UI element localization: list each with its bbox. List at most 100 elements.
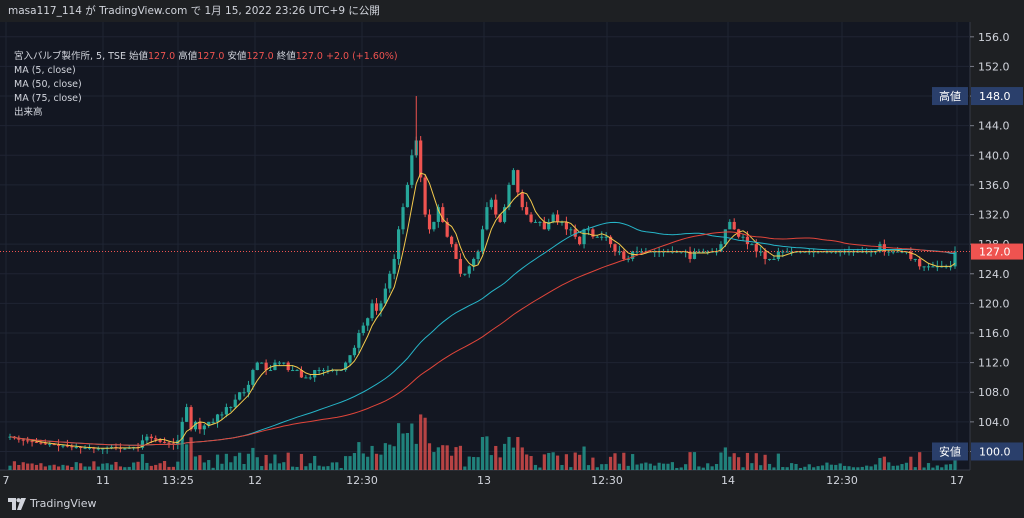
high-marker-label: 高値 — [939, 89, 961, 103]
volume-bar — [207, 460, 211, 470]
candle-body — [790, 251, 794, 253]
tradingview-logo[interactable]: TradingView — [8, 497, 96, 510]
volume-bar — [361, 453, 365, 470]
volume-bar — [653, 465, 657, 470]
candle-body — [189, 407, 193, 430]
volume-bar — [750, 463, 754, 470]
volume-bar — [675, 467, 679, 470]
candle-body — [449, 236, 454, 245]
legend-close-value: 127.0 — [295, 51, 323, 62]
candle-body — [445, 221, 449, 237]
candle-body — [631, 251, 635, 259]
candle-body — [313, 370, 317, 378]
volume-bar — [785, 467, 789, 470]
volume-bar — [189, 437, 193, 470]
candle-body — [140, 440, 145, 448]
y-tick-label: 124.0 — [978, 268, 1010, 281]
volume-bar — [39, 463, 43, 470]
candle-body — [551, 214, 555, 222]
volume-bar — [891, 465, 895, 470]
volume-bar — [242, 464, 246, 470]
candle-body — [476, 251, 480, 259]
candle-body — [564, 221, 569, 230]
volume-bar — [582, 446, 586, 470]
legend-ma50[interactable]: MA (50, close) — [14, 79, 82, 90]
y-tick-label: 152.0 — [978, 60, 1010, 73]
y-tick-label: 120.0 — [978, 297, 1010, 310]
candle-body — [268, 370, 273, 372]
volume-bar — [626, 465, 630, 470]
candle-body — [511, 170, 516, 185]
volume-bar — [255, 457, 259, 470]
volume-bar — [392, 446, 396, 470]
volume-bar — [873, 464, 878, 470]
volume-bar — [454, 447, 458, 470]
volume-bar — [405, 432, 410, 470]
volume-bar — [657, 462, 661, 470]
volume-bar — [211, 467, 215, 470]
volume-bar — [436, 447, 440, 470]
volume-bar — [176, 461, 180, 470]
candle-body — [767, 258, 772, 260]
volume-bar — [180, 439, 184, 470]
candle-body — [723, 229, 727, 245]
y-tick-label: 108.0 — [978, 386, 1010, 399]
candle-body — [547, 221, 551, 230]
candle-body — [264, 362, 268, 371]
candle-body — [158, 439, 162, 442]
candle-body — [299, 370, 304, 378]
candle-body — [533, 221, 538, 223]
candle-body — [701, 251, 705, 253]
volume-bar — [856, 467, 860, 470]
volume-bar — [843, 465, 847, 470]
ma5-line — [9, 172, 956, 449]
volume-bar — [555, 455, 560, 470]
volume-bar — [759, 465, 763, 470]
volume-bar — [679, 467, 683, 470]
volume-bar — [136, 461, 140, 470]
candle-body — [83, 447, 87, 449]
legend-high-value: 127.0 — [197, 51, 225, 62]
volume-bar — [458, 445, 463, 470]
volume-bar — [370, 445, 374, 470]
y-tick-label: 116.0 — [978, 327, 1010, 340]
candle-body — [26, 440, 30, 442]
volume-bar — [154, 464, 158, 470]
candle-body — [706, 251, 710, 253]
candle-body — [613, 244, 617, 252]
price-chart[interactable]: 100.0104.0108.0112.0116.0120.0124.0128.0… — [0, 22, 1024, 490]
volume-bar — [26, 463, 30, 470]
volume-bar — [520, 447, 524, 470]
volume-bar — [847, 466, 851, 470]
legend-ma5[interactable]: MA (5, close) — [14, 65, 76, 76]
volume-bar — [127, 466, 131, 470]
volume-bar — [379, 454, 383, 470]
legend-ma75[interactable]: MA (75, close) — [14, 93, 82, 104]
volume-bar — [639, 463, 644, 470]
candle-body — [352, 347, 357, 356]
legend-low-label: 安値 — [227, 51, 247, 62]
volume-bar — [701, 467, 705, 470]
volume-bar — [794, 463, 798, 470]
volume-bar — [631, 454, 635, 470]
volume-bar — [286, 452, 290, 470]
legend-volume[interactable]: 出来高 — [14, 107, 43, 118]
legend-change: +2.0 (+1.60%) — [326, 51, 398, 62]
legend-symbol[interactable]: 宮入バルブ製作所, 5, TSE — [14, 51, 126, 62]
volume-bar — [838, 463, 842, 470]
candle-body — [233, 399, 237, 408]
candle-body — [931, 266, 935, 268]
volume-bar — [61, 464, 65, 470]
x-tick-label: 12 — [248, 474, 262, 487]
volume-bar — [52, 464, 56, 470]
volume-bar — [538, 467, 542, 470]
volume-bar — [525, 454, 529, 470]
candle-body — [463, 273, 467, 275]
chart-area[interactable]: 100.0104.0108.0112.0116.0120.0124.0128.0… — [0, 22, 1024, 490]
volume-bar — [162, 461, 167, 470]
x-tick-label: 13 — [477, 474, 491, 487]
candle-body — [87, 447, 92, 449]
y-tick-label: 144.0 — [978, 120, 1010, 133]
volume-bar — [233, 456, 237, 470]
volume-bar — [754, 453, 758, 470]
